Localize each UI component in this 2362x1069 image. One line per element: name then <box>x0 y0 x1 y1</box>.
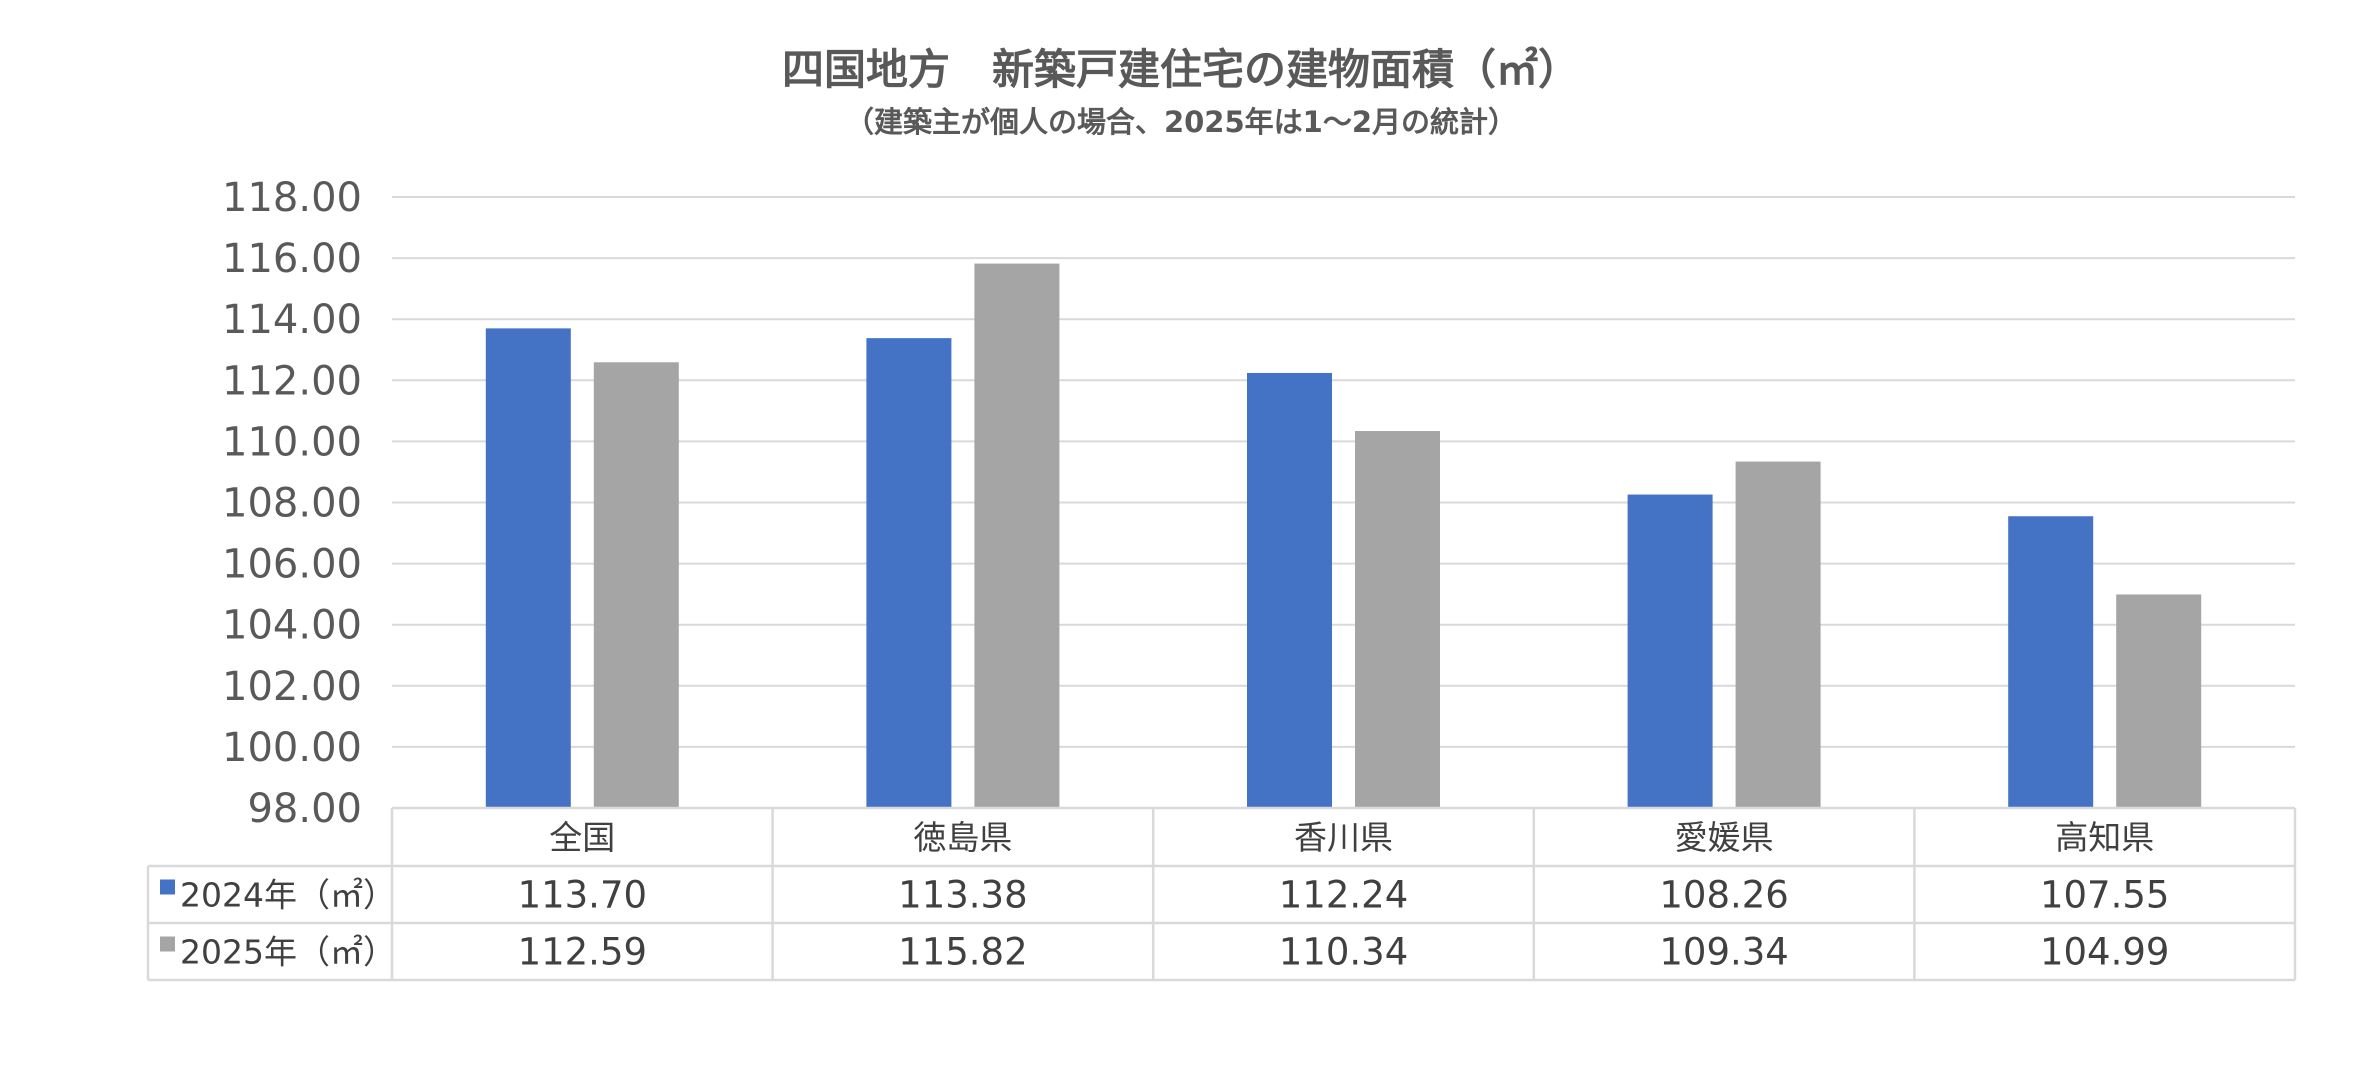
legend-label: 2025年（㎡） <box>180 933 396 972</box>
data-label: 113.38 <box>898 874 1027 917</box>
chart-subtitle: （建築主が個人の場合、2025年は1～2月の統計） <box>845 105 1517 139</box>
y-tick-label: 118.00 <box>222 175 362 221</box>
y-tick-label: 102.00 <box>222 664 362 710</box>
data-label: 107.55 <box>2040 874 2169 917</box>
bar-2024-5 <box>2008 516 2094 808</box>
bar-2025-5 <box>2116 594 2202 808</box>
data-label: 104.99 <box>2040 931 2169 974</box>
category-label: 徳島県 <box>913 818 1012 857</box>
bar-2024-1 <box>485 328 571 808</box>
gridlines <box>392 196 2295 748</box>
y-tick-label: 106.00 <box>222 542 362 588</box>
category-label: 愛媛県 <box>1675 818 1774 857</box>
data-label: 112.24 <box>1279 874 1408 917</box>
data-label: 113.70 <box>518 874 647 917</box>
legend-key <box>160 936 175 952</box>
category-label: 香川県 <box>1294 818 1393 857</box>
bar-2024-3 <box>1247 372 1332 808</box>
category-label: 全国 <box>549 818 615 857</box>
y-tick-label: 116.00 <box>222 236 362 282</box>
bar-2024-2 <box>866 338 952 808</box>
y-axis-ticks: 98.00 100.00 102.00 104.00 106.00 108.00 110.0… <box>222 175 362 832</box>
y-tick-label: 100.00 <box>222 725 362 771</box>
y-tick-label: 98.00 <box>247 786 362 832</box>
data-label: 112.59 <box>518 931 647 974</box>
bars <box>485 263 2202 808</box>
legend-label: 2024年（㎡） <box>180 876 396 915</box>
y-tick-label: 110.00 <box>222 419 362 465</box>
chart-title: 四国地方 新築戸建住宅の建物面積（㎡） <box>782 45 1580 94</box>
data-label: 108.26 <box>1659 874 1788 917</box>
category-label: 高知県 <box>2055 818 2154 857</box>
data-label: 115.82 <box>898 931 1027 974</box>
y-tick-label: 112.00 <box>222 358 362 404</box>
y-tick-label: 104.00 <box>222 603 362 649</box>
bar-2025-2 <box>974 263 1060 808</box>
legend-key <box>160 879 175 895</box>
bar-2025-1 <box>593 362 679 808</box>
bar-2025-4 <box>1735 461 1821 808</box>
data-table: 全国 徳島県 香川県 愛媛県 高知県 2024年（㎡） 113.70 113.38 112.24… <box>146 806 2297 982</box>
bar-2025-3 <box>1355 431 1440 808</box>
data-label: 109.34 <box>1659 931 1788 974</box>
bar-2024-4 <box>1627 494 1713 808</box>
data-label: 110.34 <box>1279 931 1408 974</box>
y-tick-label: 108.00 <box>222 481 362 527</box>
y-tick-label: 114.00 <box>222 297 362 343</box>
